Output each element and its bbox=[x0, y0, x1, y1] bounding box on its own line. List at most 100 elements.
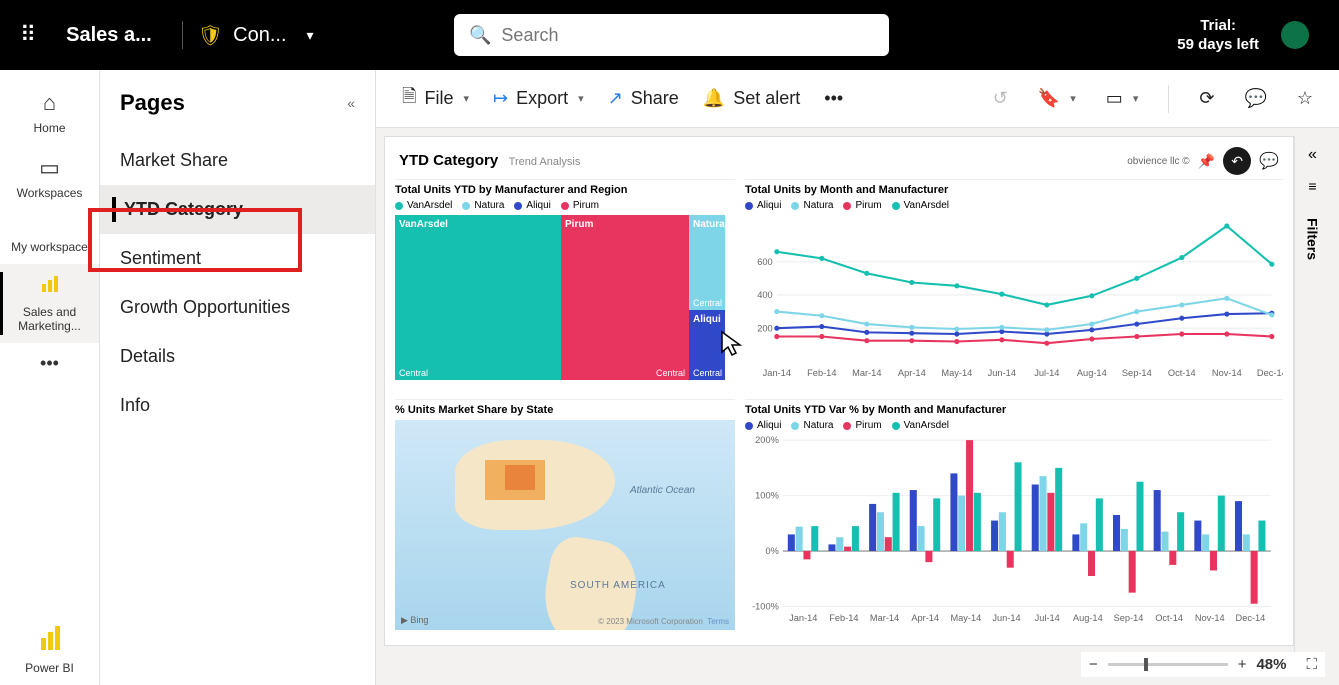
zoom-out-button[interactable]: − bbox=[1089, 656, 1098, 673]
nav-workspaces[interactable]: ▭ Workspaces bbox=[0, 145, 99, 210]
treemap-visual[interactable]: Total Units YTD by Manufacturer and Regi… bbox=[395, 179, 735, 389]
search-icon: 🔍 bbox=[469, 25, 491, 46]
home-icon: ⌂ bbox=[43, 90, 56, 116]
pin-icon[interactable]: 📌 bbox=[1198, 153, 1215, 170]
nav-sales-marketing[interactable]: Sales and Marketing... bbox=[0, 264, 99, 343]
report-canvas: YTD Category Trend Analysis obvience llc… bbox=[384, 136, 1294, 646]
page-item-sentiment[interactable]: Sentiment bbox=[100, 234, 375, 283]
reset-button[interactable]: ↺ bbox=[985, 82, 1016, 115]
terms-link[interactable]: Terms bbox=[707, 617, 729, 626]
svg-text:Nov-14: Nov-14 bbox=[1212, 368, 1242, 378]
svg-text:Apr-14: Apr-14 bbox=[911, 613, 939, 623]
bookmark-menu[interactable]: 🔖▾ bbox=[1030, 82, 1084, 115]
legend-item: Natura bbox=[791, 200, 833, 211]
cell-region: Central bbox=[399, 368, 428, 378]
chevron-down-icon: ▾ bbox=[464, 92, 470, 105]
app-launcher-icon[interactable]: ⠿ bbox=[20, 22, 36, 48]
comment-icon[interactable]: 💬 bbox=[1259, 151, 1279, 171]
svg-text:600: 600 bbox=[757, 257, 772, 267]
svg-text:0%: 0% bbox=[765, 546, 778, 556]
svg-text:Mar-14: Mar-14 bbox=[870, 613, 899, 623]
treemap-cell-pirum[interactable]: Pirum Central bbox=[561, 215, 689, 380]
nav-home[interactable]: ⌂ Home bbox=[0, 80, 99, 145]
bing-attribution: ▶ Bing bbox=[401, 615, 428, 626]
legend-item: VanArsdel bbox=[892, 200, 949, 211]
svg-text:Dec-14: Dec-14 bbox=[1236, 613, 1266, 623]
svg-text:Jun-14: Jun-14 bbox=[988, 368, 1016, 378]
page-item-market-share[interactable]: Market Share bbox=[100, 136, 375, 185]
powerbi-icon bbox=[40, 626, 60, 656]
cell-region: Central bbox=[693, 298, 722, 308]
svg-text:200%: 200% bbox=[755, 435, 779, 445]
cell-label: Aliqui bbox=[693, 314, 721, 325]
page-item-ytd-category[interactable]: YTD Category bbox=[100, 185, 375, 234]
continent-label: SOUTH AMERICA bbox=[570, 580, 666, 591]
refresh-button[interactable]: ⟳ bbox=[1191, 82, 1222, 115]
set-alert-button[interactable]: 🔔 Set alert bbox=[695, 82, 808, 115]
map-visual[interactable]: % Units Market Share by State Atlantic O… bbox=[395, 399, 735, 635]
zoom-in-button[interactable]: + bbox=[1238, 656, 1247, 673]
trial-line1: Trial: bbox=[1177, 16, 1259, 36]
comment-button[interactable]: 💬 bbox=[1236, 82, 1274, 115]
search-input[interactable] bbox=[501, 25, 874, 46]
treemap-cell-vanarsdel[interactable]: VanArsdel Central bbox=[395, 215, 561, 380]
favorite-button[interactable]: ☆ bbox=[1289, 82, 1321, 115]
legend-item: Pirum bbox=[843, 200, 881, 211]
line-chart-visual[interactable]: Total Units by Month and Manufacturer Al… bbox=[745, 179, 1283, 389]
file-menu[interactable]: 🗎 File ▾ bbox=[394, 78, 477, 120]
zoom-control: − + 48% ⛶ bbox=[1081, 652, 1325, 677]
share-icon: ↗ bbox=[608, 88, 623, 109]
toolbar-more[interactable]: ••• bbox=[816, 82, 851, 115]
pages-panel: Pages « Market ShareYTD CategorySentimen… bbox=[100, 70, 376, 685]
line-chart-svg: 200400600Jan-14Feb-14Mar-14Apr-14May-14J… bbox=[745, 215, 1283, 380]
view-menu[interactable]: ▭▾ bbox=[1098, 82, 1147, 115]
expand-filters-icon[interactable]: « bbox=[1308, 146, 1317, 164]
page-item-growth-opportunities[interactable]: Growth Opportunities bbox=[100, 283, 375, 332]
legend-item: Aliqui bbox=[514, 200, 550, 211]
legend-item: Pirum bbox=[843, 420, 881, 431]
zoom-slider[interactable] bbox=[1108, 663, 1228, 666]
more-icon: ••• bbox=[40, 353, 59, 374]
nav-home-label: Home bbox=[33, 121, 65, 135]
legend-item: Natura bbox=[791, 420, 833, 431]
svg-text:Dec-14: Dec-14 bbox=[1257, 368, 1283, 378]
back-button[interactable]: ↶ bbox=[1223, 147, 1251, 175]
share-button[interactable]: ↗ Share bbox=[600, 82, 687, 115]
collapse-pages-icon[interactable]: « bbox=[347, 95, 355, 111]
report-icon bbox=[40, 274, 60, 300]
sensitivity-dropdown[interactable]: 🛡 Con... ▾ bbox=[198, 23, 314, 48]
treemap-title: Total Units YTD by Manufacturer and Regi… bbox=[395, 180, 735, 200]
svg-text:Feb-14: Feb-14 bbox=[829, 613, 858, 623]
treemap-cell-natura[interactable]: Natura Central bbox=[689, 215, 725, 310]
share-label: Share bbox=[631, 88, 679, 109]
svg-text:Aug-14: Aug-14 bbox=[1077, 368, 1107, 378]
svg-text:200: 200 bbox=[757, 323, 772, 333]
map-copyright: © 2023 Microsoft Corporation Terms bbox=[598, 617, 729, 626]
search-box[interactable]: 🔍 bbox=[454, 14, 889, 56]
page-item-info[interactable]: Info bbox=[100, 381, 375, 430]
legend-item: Natura bbox=[462, 200, 504, 211]
svg-text:May-14: May-14 bbox=[941, 368, 972, 378]
filters-pane[interactable]: « ≡ Filters bbox=[1294, 136, 1330, 677]
legend-item: VanArsdel bbox=[395, 200, 452, 211]
nav-powerbi[interactable]: Power BI bbox=[0, 616, 99, 685]
bar-chart-visual[interactable]: Total Units YTD Var % by Month and Manuf… bbox=[745, 399, 1283, 635]
legend-item: Aliqui bbox=[745, 420, 781, 431]
legend-item: Aliqui bbox=[745, 200, 781, 211]
fit-to-page-icon[interactable]: ⛶ bbox=[1306, 656, 1317, 673]
page-item-details[interactable]: Details bbox=[100, 332, 375, 381]
svg-text:Oct-14: Oct-14 bbox=[1155, 613, 1183, 623]
svg-text:Jan-14: Jan-14 bbox=[763, 368, 791, 378]
treemap-cell-aliqui[interactable]: Aliqui Central bbox=[689, 310, 725, 380]
nav-more[interactable]: ••• bbox=[0, 343, 99, 384]
bar-chart-svg: 200%100%0%-100%Jan-14Feb-14Mar-14Apr-14M… bbox=[745, 435, 1283, 625]
nav-powerbi-label: Power BI bbox=[25, 661, 74, 675]
export-menu[interactable]: ↦ Export ▾ bbox=[485, 82, 592, 115]
file-icon: 🗎 bbox=[402, 84, 416, 114]
cell-label: Natura bbox=[693, 219, 725, 230]
svg-text:Feb-14: Feb-14 bbox=[807, 368, 836, 378]
user-avatar[interactable] bbox=[1281, 21, 1309, 49]
nav-my-workspace[interactable]: My workspace bbox=[0, 230, 99, 264]
file-label: File bbox=[424, 88, 453, 109]
cell-label: Pirum bbox=[565, 219, 593, 230]
